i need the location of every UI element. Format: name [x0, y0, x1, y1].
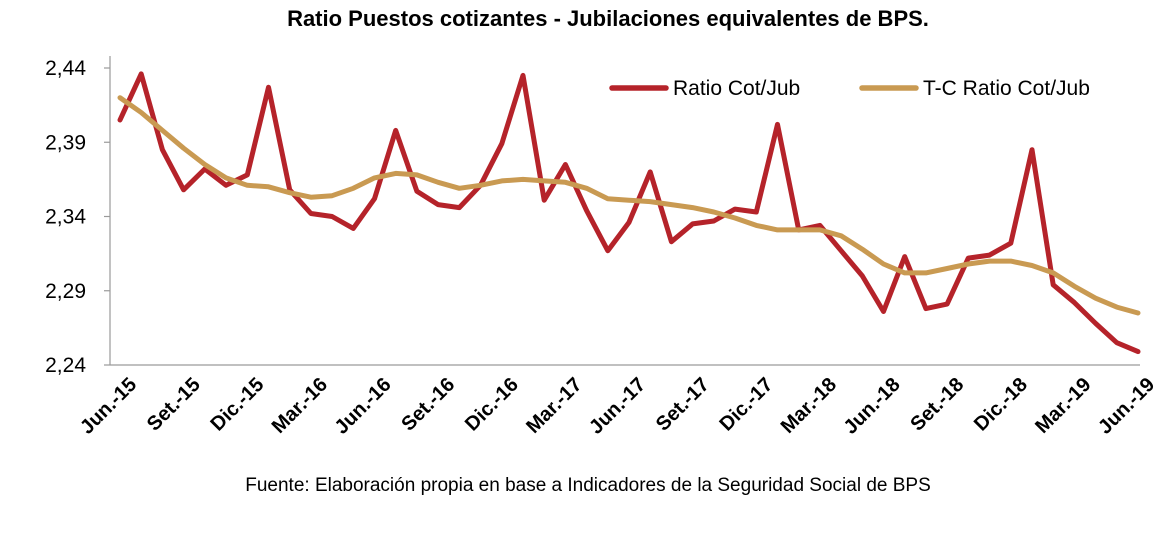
y-tick-label: 2,44	[45, 57, 86, 80]
x-tick-label: Mar.-19	[1031, 374, 1095, 438]
series-line-tc	[117, 95, 1141, 316]
x-tick-label: Set.-16	[397, 374, 459, 436]
series-line-ratio	[117, 71, 1141, 355]
x-tick-label: Dic.-15	[206, 374, 268, 436]
x-tick-label: Jun.-17	[585, 374, 650, 439]
legend: Ratio Cot/Jub T-C Ratio Cot/Jub	[609, 77, 1090, 100]
x-tick-label: Set.-18	[906, 374, 968, 436]
x-tick-label: Mar.-18	[777, 374, 841, 438]
x-tick-label: Mar.-17	[522, 374, 586, 438]
x-tick-label: Jun.-16	[331, 374, 396, 439]
legend-label-ratio: Ratio Cot/Jub	[673, 77, 800, 100]
y-tick-label: 2,29	[45, 280, 86, 303]
x-tick-label: Jun.-15	[76, 374, 141, 439]
legend-label-tc: T-C Ratio Cot/Jub	[923, 77, 1090, 100]
source-note: Fuente: Elaboración propia en base a Ind…	[245, 475, 931, 496]
series-lines	[117, 71, 1141, 355]
x-tick-label: Set.-17	[652, 374, 714, 436]
y-tick-label: 2,24	[45, 354, 86, 377]
y-tick-label: 2,39	[45, 131, 86, 154]
x-tick-label: Jun.-19	[1094, 374, 1159, 439]
x-tick-label: Dic.-18	[970, 374, 1032, 436]
x-tick-label: Jun.-18	[840, 374, 905, 439]
x-tick-label: Dic.-16	[461, 374, 523, 436]
x-tick-label: Mar.-16	[268, 374, 332, 438]
x-tick-label: Dic.-17	[715, 374, 777, 436]
y-axis-ticks: 2,44 2,39 2,34 2,29 2,24	[45, 57, 110, 377]
x-tick-label: Set.-15	[143, 374, 205, 436]
chart-title: Ratio Puestos cotizantes - Jubilaciones …	[287, 6, 929, 31]
y-tick-label: 2,34	[45, 206, 86, 229]
